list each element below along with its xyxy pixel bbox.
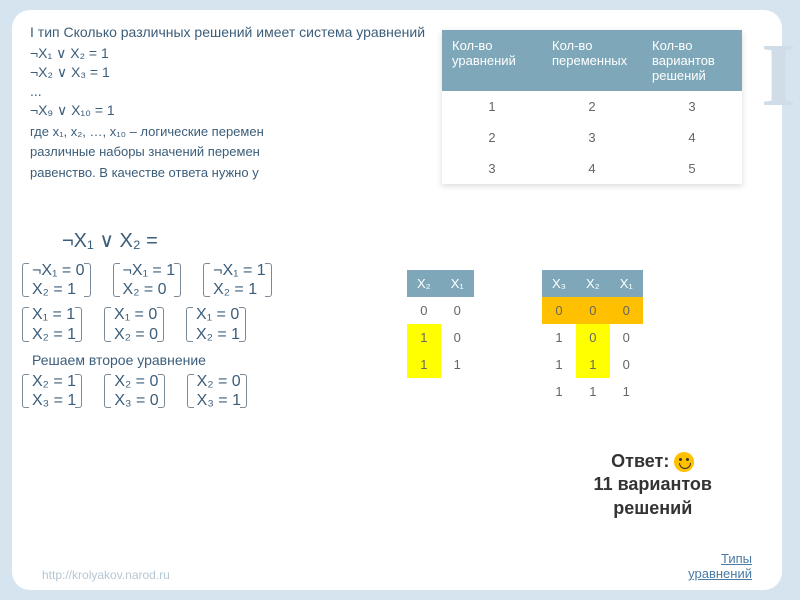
table-row: 000: [542, 297, 643, 324]
truth-table-3: X₃ X₂ X₁ 000 100 110 111: [542, 270, 643, 405]
table-row: 2 3 4: [442, 122, 742, 153]
table-row: 100: [542, 324, 643, 351]
count-header-1: Кол-во уравнений: [442, 30, 542, 91]
branch-cell: X₂ = 1 X₃ = 1: [22, 372, 76, 410]
answer-line2: 11 вариантов: [594, 474, 712, 494]
table-row: 3 4 5: [442, 153, 742, 184]
smiley-icon: [674, 452, 694, 472]
branch-cell: X₁ = 1 X₂ = 1: [22, 305, 76, 343]
table-row: 110: [542, 351, 643, 378]
branch-cell: ¬X₁ = 1 X₂ = 0: [113, 261, 176, 299]
branch-cell: ¬X₁ = 1 X₂ = 1: [203, 261, 266, 299]
branch-cell: X₂ = 0 X₃ = 1: [187, 372, 241, 410]
branch-cell: X₁ = 0 X₂ = 0: [104, 305, 158, 343]
footer-link-types[interactable]: Типы уравнений: [688, 551, 752, 582]
count-table: Кол-во уравнений Кол-во переменных Кол-в…: [442, 30, 742, 184]
answer-block: Ответ: 11 вариантов решений: [594, 450, 712, 520]
big-equation: ¬X₁ ∨ X₂ =: [62, 228, 532, 253]
footer-link-source[interactable]: http://krolyakov.narod.ru: [42, 568, 170, 582]
count-header-2: Кол-во переменных: [542, 30, 642, 91]
side-label: I: [761, 24, 796, 127]
branch-cell: X₁ = 0 X₂ = 1: [186, 305, 240, 343]
slide: I I тип Сколько различных решений имеет …: [12, 10, 782, 590]
answer-line3: решений: [613, 498, 692, 518]
count-header-3: Кол-во вариантов решений: [642, 30, 742, 91]
table-row: 111: [542, 378, 643, 405]
branch-cell: X₂ = 0 X₃ = 0: [104, 372, 158, 410]
table-row: 00: [407, 297, 474, 324]
branch-cell: ¬X₁ = 0 X₂ = 1: [22, 261, 85, 299]
table-row: 10: [407, 324, 474, 351]
truth-table-2: X₂ X₁ 00 10 11: [407, 270, 474, 378]
table-row: 1 2 3: [442, 91, 742, 122]
table-row: 11: [407, 351, 474, 378]
answer-label: Ответ:: [611, 451, 669, 471]
